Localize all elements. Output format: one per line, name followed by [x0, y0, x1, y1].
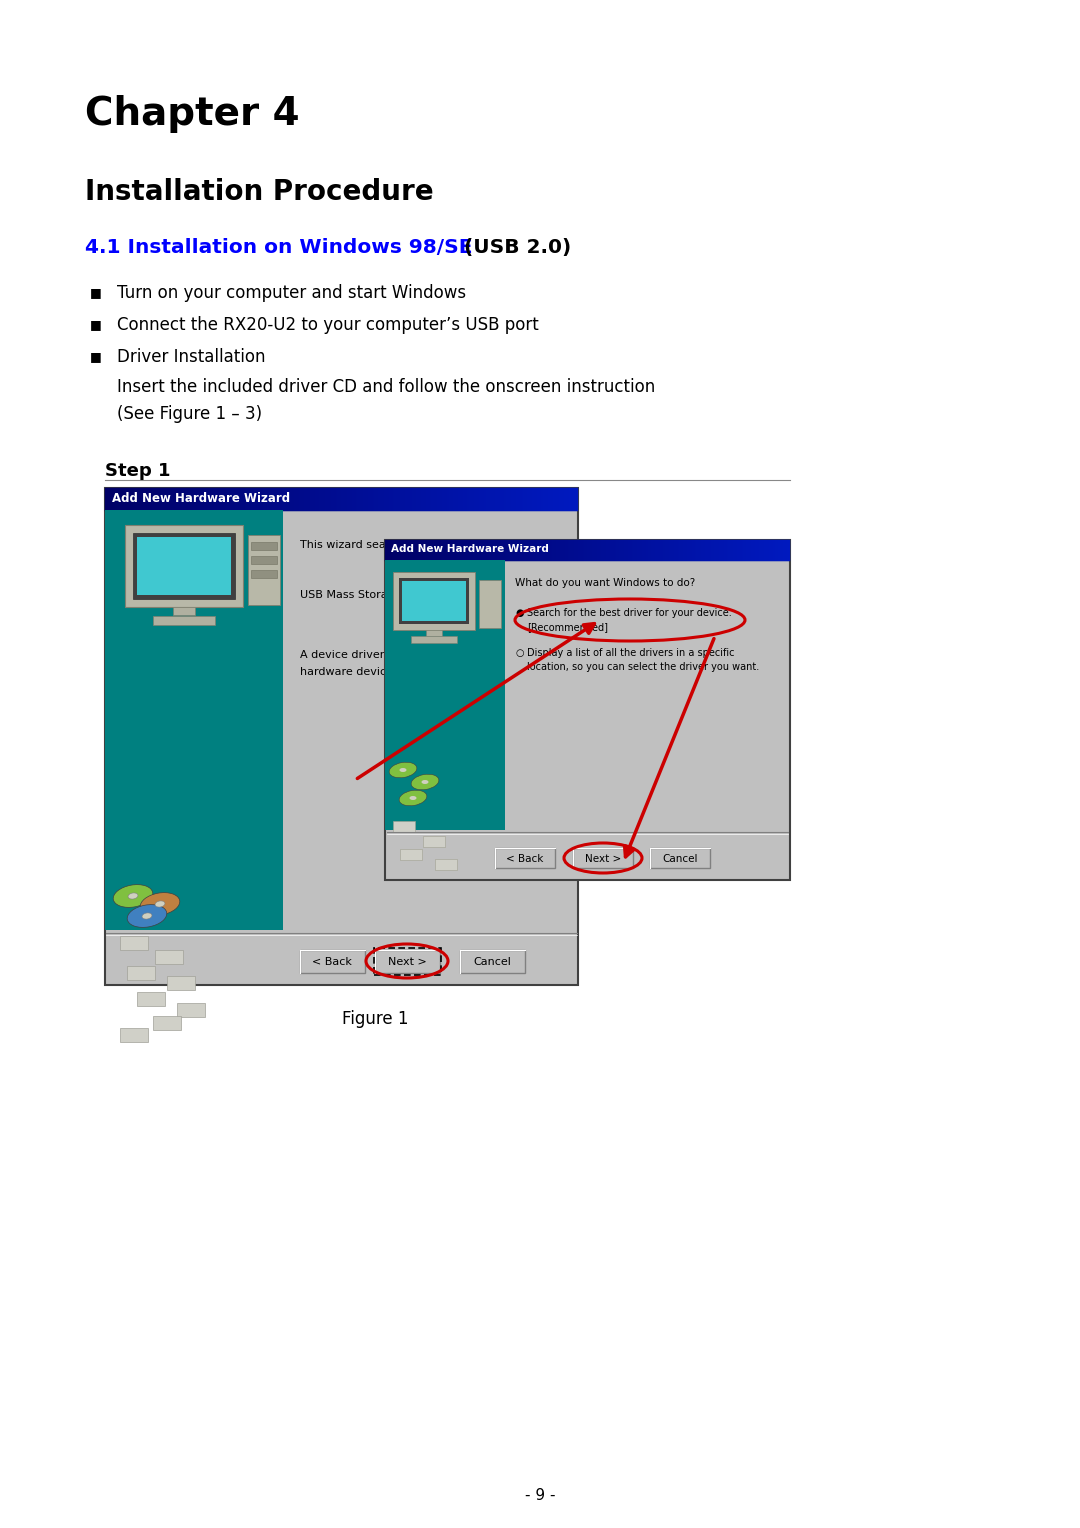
Text: location, so you can select the driver you want.: location, so you can select the driver y… [527, 662, 759, 672]
FancyBboxPatch shape [251, 542, 276, 550]
FancyBboxPatch shape [495, 848, 555, 868]
Text: < Back: < Back [312, 957, 352, 967]
Text: Display a list of all the drivers in a specific: Display a list of all the drivers in a s… [527, 648, 734, 659]
Text: A device driver is a softwa: A device driver is a softwa [300, 649, 447, 660]
FancyBboxPatch shape [248, 535, 280, 605]
Text: < Back: < Back [507, 854, 543, 863]
Text: Installation Procedure: Installation Procedure [85, 177, 434, 206]
FancyBboxPatch shape [153, 616, 215, 625]
FancyBboxPatch shape [650, 848, 710, 868]
Text: USB Mass Storage Dev: USB Mass Storage Dev [300, 590, 427, 601]
FancyBboxPatch shape [251, 570, 276, 578]
Text: Insert the included driver CD and follow the onscreen instruction: Insert the included driver CD and follow… [117, 377, 656, 396]
FancyBboxPatch shape [423, 836, 445, 847]
FancyBboxPatch shape [105, 510, 283, 931]
FancyBboxPatch shape [393, 571, 475, 630]
Text: ●: ● [515, 608, 524, 617]
Text: Next >: Next > [388, 957, 427, 967]
FancyBboxPatch shape [177, 1002, 205, 1018]
Text: This wizard searches for n: This wizard searches for n [300, 539, 446, 550]
Text: Cancel: Cancel [662, 854, 698, 863]
FancyBboxPatch shape [137, 536, 231, 594]
Text: Add New Hardware Wizard: Add New Hardware Wizard [391, 544, 549, 555]
FancyBboxPatch shape [435, 859, 457, 869]
Text: Figure 1: Figure 1 [341, 1010, 408, 1028]
FancyBboxPatch shape [127, 966, 156, 979]
Text: hardware device work.: hardware device work. [300, 668, 427, 677]
Text: [Recommended]: [Recommended] [527, 622, 608, 633]
Ellipse shape [411, 775, 438, 790]
Text: ■: ■ [90, 350, 102, 364]
FancyBboxPatch shape [167, 976, 195, 990]
FancyBboxPatch shape [153, 1016, 181, 1030]
FancyBboxPatch shape [399, 578, 469, 623]
FancyBboxPatch shape [125, 526, 243, 607]
FancyBboxPatch shape [133, 533, 235, 599]
Text: Turn on your computer and start Windows: Turn on your computer and start Windows [117, 284, 467, 303]
Text: (USB 2.0): (USB 2.0) [457, 238, 571, 257]
FancyBboxPatch shape [573, 848, 633, 868]
Ellipse shape [409, 796, 417, 801]
FancyBboxPatch shape [426, 630, 442, 636]
Ellipse shape [421, 779, 429, 784]
Text: ■: ■ [90, 318, 102, 332]
Text: Driver Installation: Driver Installation [117, 348, 266, 367]
Text: Chapter 4: Chapter 4 [85, 95, 299, 133]
Ellipse shape [140, 892, 179, 915]
Text: Connect the RX20-U2 to your computer’s USB port: Connect the RX20-U2 to your computer’s U… [117, 316, 539, 335]
Ellipse shape [113, 885, 152, 908]
FancyBboxPatch shape [384, 559, 505, 830]
FancyBboxPatch shape [411, 636, 457, 643]
Text: 4.1 Installation on Windows 98/SE: 4.1 Installation on Windows 98/SE [85, 238, 473, 257]
FancyBboxPatch shape [384, 539, 789, 880]
Text: ○: ○ [515, 648, 524, 659]
Ellipse shape [143, 912, 152, 918]
FancyBboxPatch shape [105, 487, 578, 986]
FancyBboxPatch shape [402, 581, 465, 620]
FancyBboxPatch shape [460, 950, 525, 973]
Ellipse shape [127, 905, 166, 927]
Ellipse shape [400, 790, 427, 805]
Text: What do you want Windows to do?: What do you want Windows to do? [515, 578, 696, 588]
FancyBboxPatch shape [375, 950, 440, 973]
FancyBboxPatch shape [480, 581, 501, 628]
Ellipse shape [156, 902, 165, 908]
Text: - 9 -: - 9 - [525, 1488, 555, 1504]
Text: Next >: Next > [585, 854, 621, 863]
FancyBboxPatch shape [400, 850, 422, 860]
FancyBboxPatch shape [300, 950, 365, 973]
FancyBboxPatch shape [137, 992, 165, 1005]
FancyBboxPatch shape [120, 1028, 148, 1042]
Text: (See Figure 1 – 3): (See Figure 1 – 3) [117, 405, 262, 423]
Text: Search for the best driver for your device.: Search for the best driver for your devi… [527, 608, 732, 617]
FancyBboxPatch shape [120, 937, 148, 950]
Text: Step 1: Step 1 [105, 461, 171, 480]
FancyBboxPatch shape [393, 821, 415, 833]
Text: Add New Hardware Wizard: Add New Hardware Wizard [112, 492, 291, 504]
Ellipse shape [389, 762, 417, 778]
Text: ■: ■ [90, 286, 102, 299]
Ellipse shape [129, 892, 138, 898]
FancyBboxPatch shape [156, 950, 183, 964]
Ellipse shape [400, 769, 406, 772]
FancyBboxPatch shape [251, 556, 276, 564]
Text: Cancel: Cancel [473, 957, 511, 967]
FancyBboxPatch shape [173, 607, 195, 614]
